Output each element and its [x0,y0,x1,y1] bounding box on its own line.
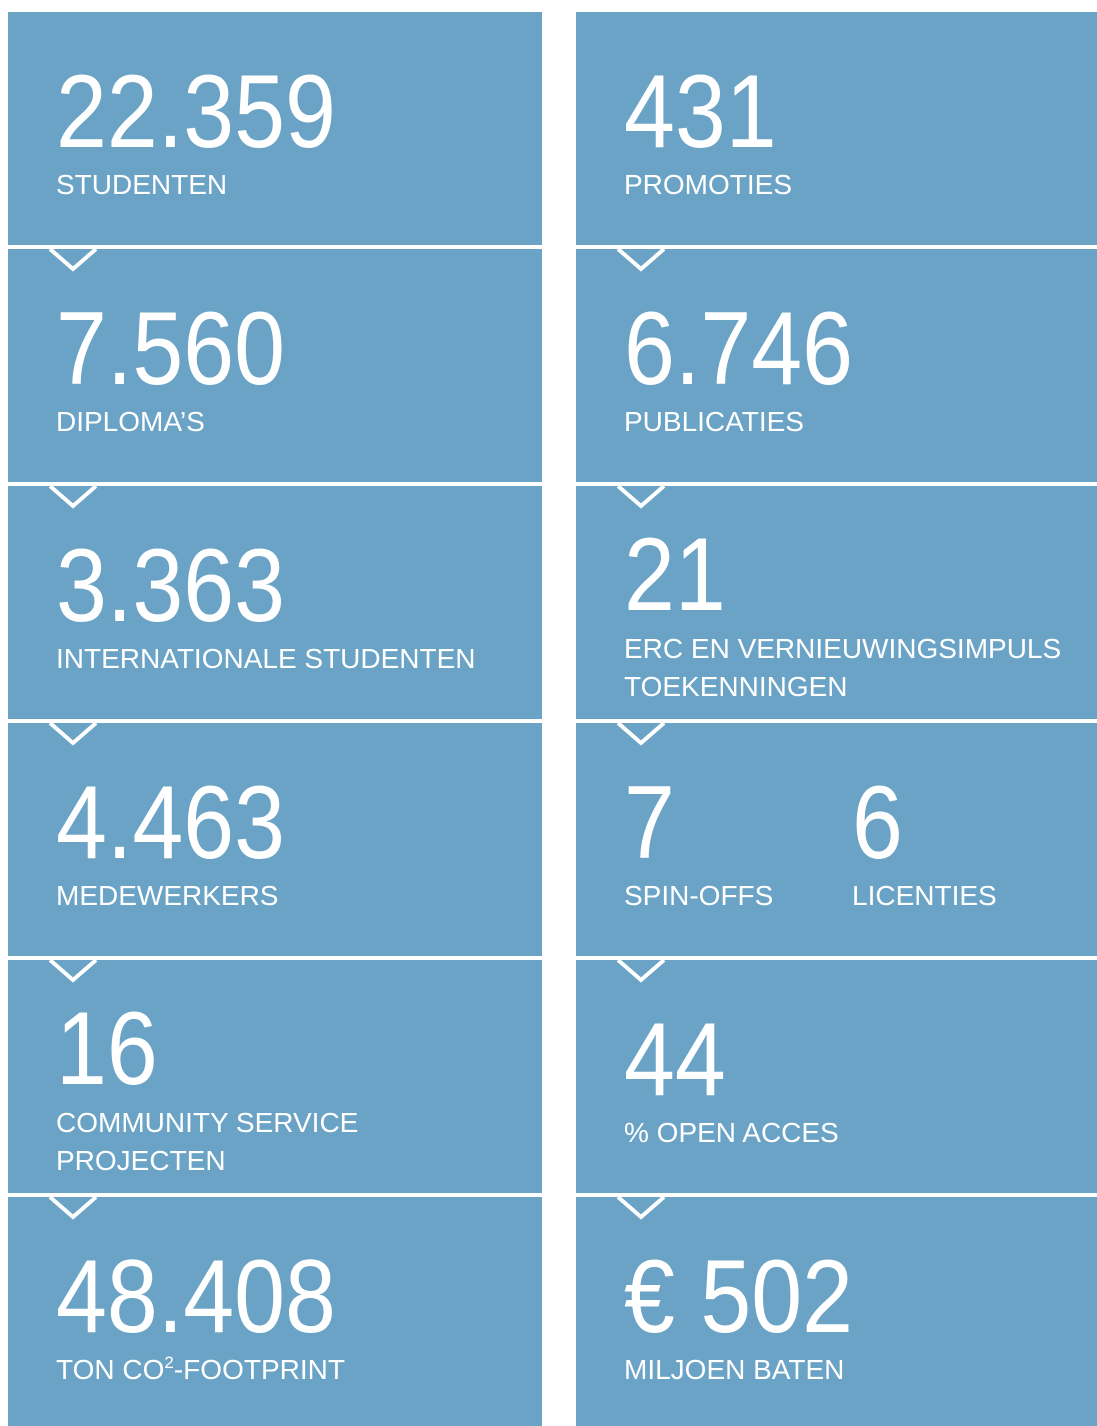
stat-tile: 16 COMMUNITY SERVICE PROJECTEN [8,960,542,1193]
label-sup: 2 [164,1353,174,1372]
label-text: TON CO [56,1354,165,1385]
chevron [616,486,666,509]
chevron-line [48,249,98,272]
stat-value: 22.359 [56,54,336,170]
chevron [48,249,98,272]
stat-value: 6.746 [624,291,854,407]
chevron-line [616,1197,666,1220]
stat-tile: 22.359 STUDENTEN [8,12,542,245]
stat-tile: 44% OPEN ACCES [576,960,1097,1193]
stat-label: % OPEN ACCES [624,1117,839,1148]
stat-value: 48.408 [56,1239,336,1355]
stat-tile: 4.463 MEDEWERKERS [8,723,542,956]
stat-value: € 502 [624,1239,854,1355]
stat-tile: 48.408 TON CO2-FOOTPRINT [8,1197,542,1426]
stat-label: DIPLOMA’S [56,406,205,437]
stat-label: TOEKENNINGEN [624,671,848,702]
stat-label: INTERNATIONALE STUDENTEN [56,643,476,674]
chevron [616,249,666,272]
chevron [48,723,98,746]
chevron [616,723,666,746]
chevron-line [616,249,666,272]
stat-label: STUDENTEN [56,169,228,200]
chevron [616,1197,666,1220]
stat-value: 16 [56,991,158,1107]
chevron [48,1197,98,1220]
stat-tile: 431 PROMOTIES [576,12,1097,245]
stat-value: 6 [852,765,903,881]
stat-label: TON CO2-FOOTPRINT [56,1351,345,1389]
stat-tile: € 502 MILJOEN BATEN [576,1197,1097,1426]
stat-label: PROJECTEN [56,1145,226,1176]
chevron [616,960,666,983]
stat-value: 3.363 [56,528,286,644]
chevron-line [616,723,666,746]
stat-label: ERC EN VERNIEUWINGSIMPULS [624,633,1062,664]
chevron-line [616,486,666,509]
stat-tile: 7.560 DIPLOMA’S [8,249,542,482]
chevron-line [48,1197,98,1220]
stat-tile: 7 SPIN-OFFS 6 LICENTIES [576,723,1097,956]
stat-tile: 21 ERC EN VERNIEUWINGSIMPULS TOEKENNINGEN [576,486,1097,719]
chevron-line [48,486,98,509]
stat-label: PUBLICATIES [624,406,804,437]
chevron-line [616,960,666,983]
chevron-line [48,960,98,983]
stat-label: LICENTIES [852,880,997,911]
stat-label: SPIN-OFFS [624,880,774,911]
stat-value: 21 [624,517,726,633]
stat-value: 431 [624,54,777,170]
stat-label: PROMOTIES [624,169,793,200]
stat-value: 44 [624,1002,726,1118]
stat-value: 7.560 [56,291,286,407]
stat-label: MILJOEN BATEN [624,1354,845,1385]
stat-label: MEDEWERKERS [56,880,279,911]
stat-value: 7 [624,765,675,881]
chevron [48,486,98,509]
chevron [48,960,98,983]
stat-tile: 3.363 INTERNATIONALE STUDENTEN [8,486,542,719]
stat-label: COMMUNITY SERVICE [56,1107,359,1138]
label-text: -FOOTPRINT [173,1354,345,1385]
chevron-line [48,723,98,746]
stat-tile: 6.746 PUBLICATIES [576,249,1097,482]
stat-value: 4.463 [56,765,286,881]
